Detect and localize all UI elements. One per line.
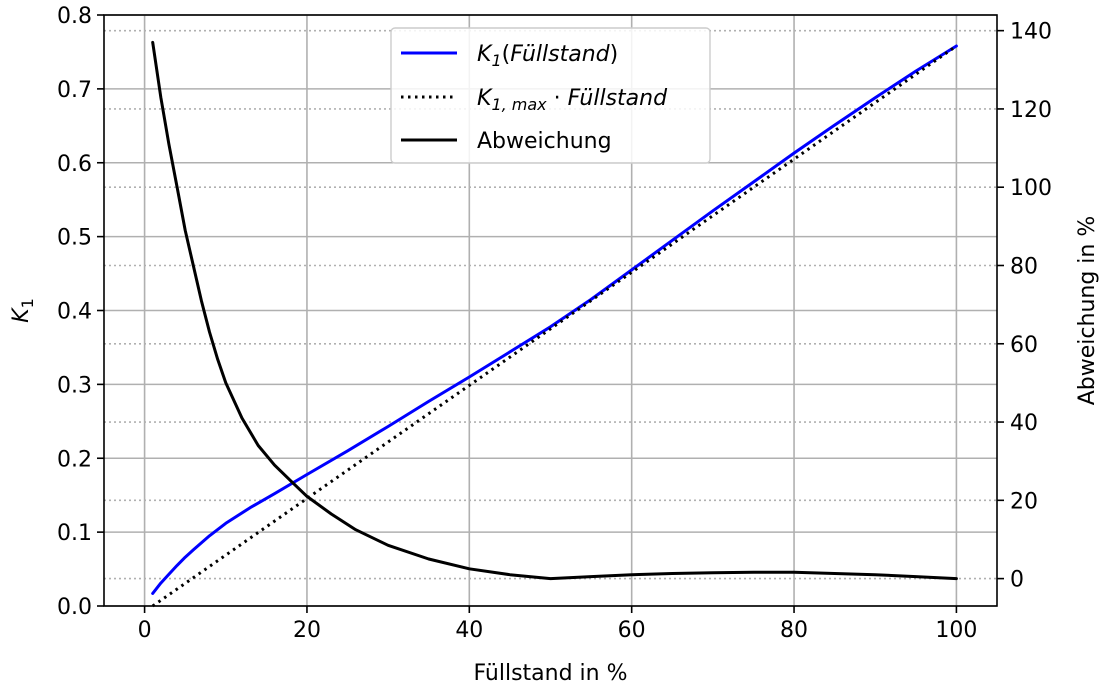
- y-left-tick-label: 0.6: [57, 152, 92, 177]
- x-tick-label: 60: [618, 618, 646, 643]
- y-right-tick-label: 60: [1010, 333, 1038, 358]
- legend: K1(Füllstand) K1, max · Füllstand Abweichu…: [390, 27, 711, 164]
- legend-label-k1max: K1, max · Füllstand: [477, 86, 668, 114]
- x-tick-label: 100: [935, 618, 977, 643]
- y-left-tick-label: 0.4: [57, 300, 92, 325]
- y-right-tick-label: 20: [1010, 489, 1038, 514]
- y-left-tick-label: 0.5: [57, 226, 92, 251]
- x-tick-label: 20: [293, 618, 321, 643]
- series-layer: [151, 40, 958, 608]
- y-left-tick-label: 0.1: [57, 521, 92, 546]
- series-line-k1max: [151, 44, 958, 608]
- series-line-abweichung: [151, 40, 958, 581]
- y-right-tick-label: 0: [1010, 568, 1024, 593]
- ticks: 0 20 40 60 80 100 0.0 0.1 0.2 0.3 0.4 0.5 0.6 0.7 0.8 0…: [57, 4, 1052, 643]
- x-tick-label: 0: [138, 618, 152, 643]
- legend-label-abweichung: Abweichung: [477, 129, 612, 154]
- y-left-tick-label: 0.3: [57, 373, 92, 398]
- series-line-k1: [151, 44, 958, 595]
- x-tick-label: 40: [455, 618, 483, 643]
- x-axis-label: Füllstand in %: [473, 661, 627, 686]
- y-left-tick-label: 0.7: [57, 78, 92, 103]
- y-axis-right-label: Abweichung in %: [1075, 216, 1100, 406]
- y-left-tick-label: 0.2: [57, 447, 92, 472]
- y-right-tick-label: 120: [1010, 98, 1052, 123]
- y-right-tick-label: 100: [1010, 176, 1052, 201]
- x-tick-label: 80: [780, 618, 808, 643]
- legend-label-k1: K1(Füllstand): [477, 42, 618, 70]
- y-right-tick-label: 140: [1010, 20, 1052, 45]
- y-left-tick-label: 0.0: [57, 595, 92, 620]
- y-right-tick-label: 40: [1010, 411, 1038, 436]
- y-right-tick-label: 80: [1010, 254, 1038, 279]
- y-axis-left-label: K1: [9, 298, 37, 323]
- y-left-tick-label: 0.8: [57, 4, 92, 29]
- legend-frame: [390, 27, 711, 164]
